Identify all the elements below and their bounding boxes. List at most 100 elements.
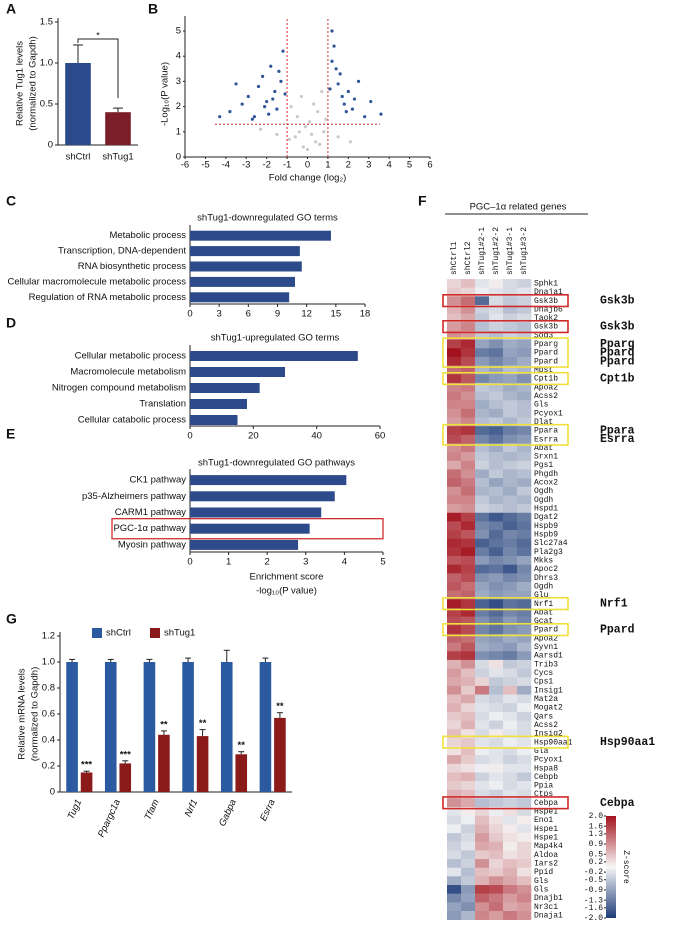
point	[269, 64, 273, 68]
heatmap-cell	[517, 677, 532, 687]
panel-letter: A	[6, 1, 16, 17]
significance-label: **	[238, 740, 246, 751]
heatmap-cell	[461, 556, 476, 565]
callout-label: Ppara	[600, 425, 635, 438]
heatmap-cell	[517, 538, 532, 548]
callout-label: Gsk3b	[600, 321, 635, 334]
heatmap-cell	[503, 538, 518, 548]
x-tick-label: Ppargc1a	[96, 798, 123, 840]
heatmap-cell	[475, 729, 490, 739]
heatmap-cell	[447, 807, 462, 817]
error-bar	[69, 658, 76, 662]
heatmap-cell	[503, 711, 518, 721]
point	[271, 97, 275, 101]
point	[252, 115, 257, 119]
heatmap-cell	[503, 651, 518, 661]
heatmap-cell	[461, 911, 476, 920]
y-tick-label: Translation	[139, 399, 186, 410]
row-label: Gsk3b	[534, 323, 558, 332]
heatmap-cell	[461, 469, 476, 479]
heatmap-cell	[461, 530, 476, 540]
row-label: Mkks	[534, 556, 553, 565]
heatmap-cell	[461, 287, 476, 297]
x-tick-label: 60	[375, 431, 386, 442]
y-tick-label: 4	[176, 51, 181, 62]
heatmap-cell	[447, 867, 462, 877]
x-tick-label: 6	[246, 309, 251, 320]
heatmap-cell	[517, 651, 532, 661]
error-bar	[107, 658, 114, 662]
heatmap-cell	[517, 590, 532, 600]
x-tick-label: 15	[331, 309, 342, 320]
heatmap-cell	[489, 452, 504, 462]
heatmap-cell	[475, 677, 490, 687]
bar	[80, 772, 93, 792]
row-label: Hspb9	[534, 522, 558, 531]
heatmap-cell	[447, 573, 462, 583]
heatmap-cell	[475, 478, 490, 488]
heatmap-cell	[517, 339, 532, 349]
heatmap-cell	[503, 426, 518, 436]
point	[324, 117, 328, 121]
point	[332, 44, 336, 48]
heatmap-cell	[489, 304, 504, 314]
y-tick-label: 1	[176, 126, 181, 137]
heatmap-cell	[503, 815, 518, 825]
heatmap-cell	[489, 504, 504, 514]
heatmap-cell	[489, 322, 504, 332]
heatmap-cell	[461, 374, 476, 384]
row-label: Dlat	[534, 418, 553, 427]
heatmap-cell	[517, 798, 532, 808]
point	[299, 94, 303, 99]
heatmap-cell	[475, 694, 490, 704]
row-label: Srxn1	[534, 453, 558, 462]
y-tick-label: PGC-1α pathway	[113, 523, 186, 534]
heatmap-cell	[447, 356, 462, 366]
heatmap-cell	[461, 703, 476, 713]
y-tick-label: RNA biosynthetic process	[78, 261, 186, 272]
y-tick-label: Regulation of RNA metabolic process	[29, 292, 187, 303]
heatmap-cell	[489, 703, 504, 713]
significance-label: ***	[81, 760, 92, 771]
heatmap-cell	[517, 815, 532, 825]
heatmap-cell	[447, 279, 462, 288]
heatmap-cell	[475, 616, 490, 626]
x-tick-label: 0	[187, 309, 192, 320]
row-label: Cycs	[534, 669, 553, 678]
bar	[190, 367, 285, 377]
heatmap-cell	[475, 564, 490, 574]
colorbar-tick-label: 0.9	[589, 840, 604, 849]
heatmap-cell	[517, 582, 532, 591]
heatmap-cell	[461, 798, 476, 808]
heatmap-cell	[503, 512, 518, 522]
x-tick-label: Tfam	[143, 798, 162, 822]
heatmap-cell	[503, 374, 518, 384]
y-tick-label: 1.2	[42, 631, 55, 642]
heatmap-cell	[489, 755, 504, 765]
heatmap-cell	[475, 763, 490, 773]
heatmap-cell	[447, 460, 462, 470]
y-axis-label: (normalized to Gapdh)	[30, 667, 41, 762]
heatmap-cell	[503, 642, 518, 652]
heatmap-cell	[475, 772, 490, 782]
heatmap-cell	[475, 582, 490, 591]
heatmap-cell	[461, 590, 476, 600]
heatmap-cell	[489, 781, 504, 791]
error-bar	[262, 657, 269, 662]
row-label: Insig2	[534, 730, 563, 739]
point	[344, 110, 348, 114]
heatmap-cell	[461, 296, 476, 306]
heatmap-cell	[447, 504, 462, 514]
bar	[119, 763, 132, 792]
x-tick-label: 3	[366, 160, 371, 171]
heatmap-cell	[503, 824, 518, 834]
heatmap-cell	[517, 807, 532, 817]
x-tick-label: 2	[265, 557, 270, 568]
y-tick-label: 0.8	[42, 683, 55, 694]
x-tick-label: 0	[187, 431, 192, 442]
heatmap-cell	[517, 400, 532, 410]
heatmap-cell	[489, 633, 504, 643]
heatmap-cell	[447, 287, 462, 297]
heatmap-cell	[447, 850, 462, 860]
